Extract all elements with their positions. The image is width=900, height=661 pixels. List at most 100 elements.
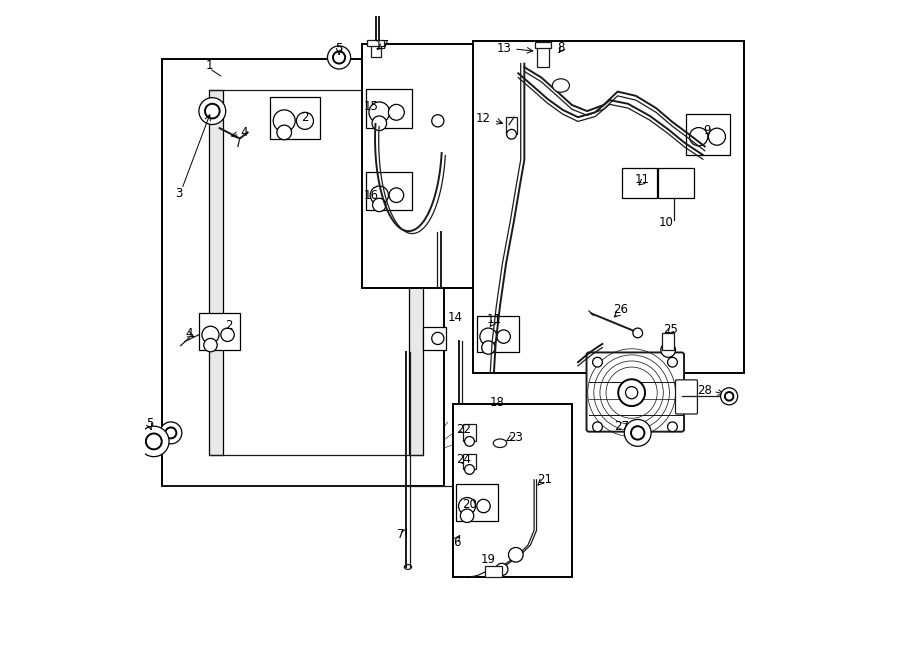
Circle shape xyxy=(477,499,490,513)
Bar xyxy=(410,90,423,455)
Circle shape xyxy=(389,188,404,202)
Ellipse shape xyxy=(404,564,411,569)
Circle shape xyxy=(205,104,220,118)
FancyBboxPatch shape xyxy=(676,380,698,414)
Text: 11: 11 xyxy=(486,313,501,326)
Text: 25: 25 xyxy=(663,323,678,336)
Text: 16: 16 xyxy=(364,188,378,202)
Circle shape xyxy=(626,387,638,399)
Circle shape xyxy=(373,198,386,212)
Text: 13: 13 xyxy=(496,42,511,56)
Text: 18: 18 xyxy=(491,396,505,409)
Text: 26: 26 xyxy=(613,303,628,316)
Text: 12: 12 xyxy=(476,112,491,125)
Ellipse shape xyxy=(626,182,640,189)
Bar xyxy=(366,172,411,210)
Bar xyxy=(506,117,517,134)
Circle shape xyxy=(328,46,351,69)
Text: 17: 17 xyxy=(374,39,389,52)
Circle shape xyxy=(370,186,389,204)
Circle shape xyxy=(480,328,497,345)
Ellipse shape xyxy=(493,439,507,447)
Text: 5: 5 xyxy=(336,42,343,56)
Circle shape xyxy=(724,392,733,401)
Text: 6: 6 xyxy=(454,536,461,549)
Circle shape xyxy=(689,128,707,146)
Circle shape xyxy=(277,125,292,139)
Text: 24: 24 xyxy=(456,453,471,466)
Circle shape xyxy=(592,422,602,432)
Circle shape xyxy=(496,563,508,576)
Circle shape xyxy=(372,116,387,131)
Text: 14: 14 xyxy=(447,311,463,324)
Bar xyxy=(371,44,381,58)
Bar xyxy=(464,454,475,469)
Text: 7: 7 xyxy=(398,528,405,541)
Text: 4: 4 xyxy=(185,327,193,340)
Ellipse shape xyxy=(662,182,676,189)
Bar xyxy=(362,44,481,288)
Bar xyxy=(453,404,572,577)
Circle shape xyxy=(631,426,644,440)
Circle shape xyxy=(203,338,217,352)
Bar xyxy=(270,97,320,139)
Text: 9: 9 xyxy=(704,124,711,137)
Circle shape xyxy=(661,342,676,358)
Bar xyxy=(687,114,731,155)
Circle shape xyxy=(432,115,444,127)
Bar xyxy=(477,317,519,352)
Bar xyxy=(662,333,674,350)
Text: 21: 21 xyxy=(537,473,552,486)
Bar xyxy=(485,566,502,577)
Circle shape xyxy=(160,422,182,444)
Circle shape xyxy=(708,128,725,145)
Text: 20: 20 xyxy=(462,498,477,511)
Circle shape xyxy=(432,332,444,344)
Ellipse shape xyxy=(644,182,657,189)
Circle shape xyxy=(199,98,226,124)
Circle shape xyxy=(497,330,510,343)
Bar xyxy=(473,41,744,373)
Circle shape xyxy=(139,426,169,457)
Bar xyxy=(535,42,551,48)
Text: 4: 4 xyxy=(240,126,248,139)
Bar xyxy=(366,89,411,128)
Ellipse shape xyxy=(553,79,570,92)
Bar xyxy=(456,484,498,521)
Circle shape xyxy=(166,428,176,438)
Circle shape xyxy=(464,436,474,446)
Circle shape xyxy=(625,420,651,446)
Text: 2: 2 xyxy=(226,319,233,332)
Circle shape xyxy=(633,328,643,338)
Bar xyxy=(210,90,410,455)
Text: 28: 28 xyxy=(698,384,712,397)
Circle shape xyxy=(464,465,474,475)
Bar xyxy=(423,327,446,350)
Text: 23: 23 xyxy=(508,431,523,444)
Circle shape xyxy=(508,547,523,562)
Circle shape xyxy=(461,509,473,522)
Text: 22: 22 xyxy=(456,423,471,436)
Text: 2: 2 xyxy=(302,110,309,124)
Circle shape xyxy=(618,379,645,406)
Bar xyxy=(536,46,549,67)
Bar xyxy=(162,59,444,486)
Bar xyxy=(423,109,446,132)
Circle shape xyxy=(202,327,219,343)
Text: 5: 5 xyxy=(147,416,154,430)
Text: 3: 3 xyxy=(176,187,183,200)
Bar xyxy=(367,40,384,46)
Circle shape xyxy=(274,110,295,132)
Ellipse shape xyxy=(457,553,464,557)
Circle shape xyxy=(296,112,313,130)
Circle shape xyxy=(369,102,390,123)
FancyBboxPatch shape xyxy=(587,352,684,432)
Circle shape xyxy=(389,104,404,120)
Ellipse shape xyxy=(680,182,693,189)
Circle shape xyxy=(220,328,234,342)
Bar xyxy=(622,169,657,198)
Text: 11: 11 xyxy=(634,173,650,186)
Circle shape xyxy=(146,434,162,449)
Text: 10: 10 xyxy=(659,215,674,229)
Circle shape xyxy=(668,422,678,432)
